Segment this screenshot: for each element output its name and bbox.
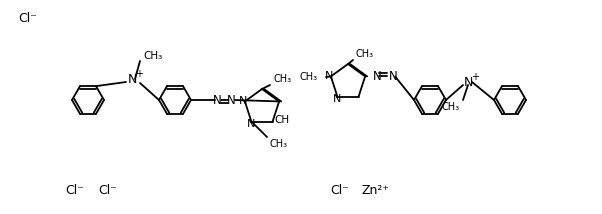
Text: CH₃: CH₃ [143, 51, 163, 61]
Text: N: N [324, 71, 333, 82]
Text: Cl⁻: Cl⁻ [18, 12, 37, 24]
Text: +: + [135, 69, 143, 79]
Text: N: N [213, 94, 222, 107]
Text: Zn²⁺: Zn²⁺ [361, 183, 389, 196]
Text: CH₃: CH₃ [270, 139, 288, 149]
Text: N: N [226, 94, 235, 107]
Text: CH₃: CH₃ [442, 102, 460, 112]
Text: +: + [471, 72, 479, 82]
Text: N: N [334, 94, 341, 104]
Text: N: N [464, 76, 473, 89]
Text: CH₃: CH₃ [356, 49, 374, 59]
Text: CH₃: CH₃ [274, 74, 292, 84]
Text: N: N [127, 73, 137, 86]
Text: CH: CH [275, 114, 290, 125]
Text: N: N [239, 97, 247, 106]
Text: N: N [247, 119, 256, 129]
Text: Cl⁻: Cl⁻ [330, 183, 349, 196]
Text: N: N [373, 70, 382, 83]
Text: CH₃: CH₃ [300, 72, 318, 82]
Text: N: N [389, 70, 398, 83]
Text: Cl⁻: Cl⁻ [66, 183, 84, 196]
Text: Cl⁻: Cl⁻ [99, 183, 117, 196]
